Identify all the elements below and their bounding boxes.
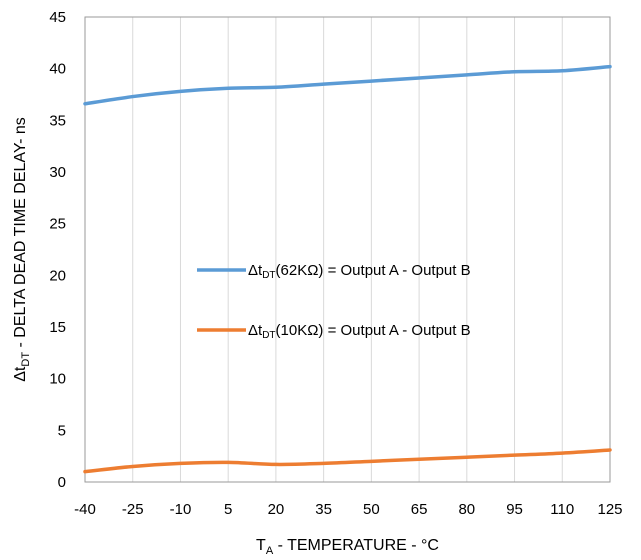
y-tick-label: 45 xyxy=(49,9,66,26)
x-tick-label: 20 xyxy=(268,501,285,518)
y-tick-label: 0 xyxy=(58,474,66,491)
plot-area-border xyxy=(84,16,611,483)
x-tick-label: 110 xyxy=(550,501,574,518)
x-tick-label: 125 xyxy=(597,501,622,518)
x-tick-label: 80 xyxy=(458,501,475,518)
series-line-1 xyxy=(83,64,612,106)
grid-lines xyxy=(84,17,611,482)
y-tick-label: 40 xyxy=(49,61,66,78)
x-tick-label: 35 xyxy=(315,501,332,518)
x-axis-tick-labels: -40 -25 -10 5 20 35 50 65 80 95 110 125 xyxy=(74,501,622,518)
x-tick-label: 50 xyxy=(363,501,380,518)
x-tick-label: -10 xyxy=(170,501,192,518)
x-tick-label: -40 xyxy=(74,501,96,518)
series-line-2 xyxy=(83,448,612,474)
x-tick-label: 5 xyxy=(224,501,232,518)
y-tick-label: 10 xyxy=(49,371,66,388)
x-axis-title: TA - TEMPERATURE - °C xyxy=(256,537,439,557)
y-tick-label: 5 xyxy=(58,422,66,439)
x-tick-label: 95 xyxy=(506,501,523,518)
x-tick-label: 65 xyxy=(411,501,428,518)
y-tick-label: 20 xyxy=(49,267,66,284)
y-tick-label: 30 xyxy=(49,164,66,181)
legend-label-2: ΔtDT(10KΩ) = Output A - Output B xyxy=(248,322,471,341)
y-axis-tick-labels: 0 5 10 15 20 25 30 35 40 45 xyxy=(49,9,66,491)
y-tick-label: 15 xyxy=(49,319,66,336)
y-axis-title: ΔtDT - DELTA DEAD TIME DELAY- ns xyxy=(12,117,32,382)
legend-label-1: ΔtDT(62KΩ) = Output A - Output B xyxy=(248,262,471,281)
y-tick-label: 25 xyxy=(49,216,66,233)
y-tick-label: 35 xyxy=(49,112,66,129)
legend: ΔtDT(62KΩ) = Output A - Output B ΔtDT(10K… xyxy=(197,262,471,341)
series-lines xyxy=(83,64,612,474)
x-tick-label: -25 xyxy=(122,501,144,518)
